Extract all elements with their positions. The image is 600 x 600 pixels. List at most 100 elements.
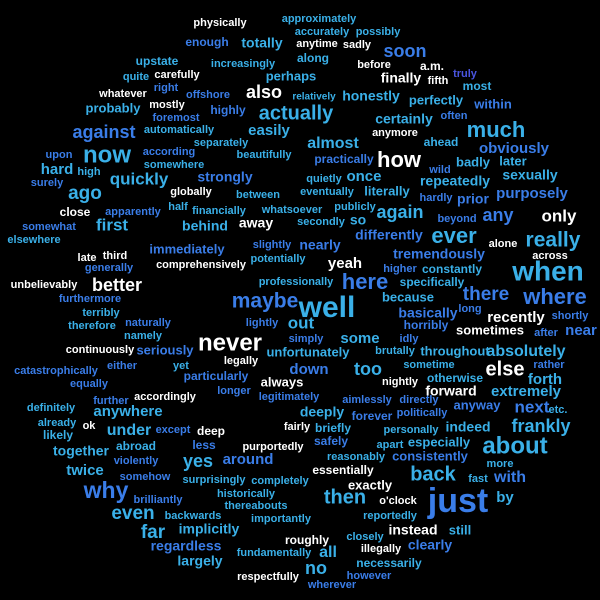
word: regardless	[151, 538, 222, 554]
word: well	[298, 291, 356, 324]
word: first	[96, 215, 128, 234]
word: right	[154, 82, 179, 94]
word: out	[288, 313, 315, 332]
word: within	[473, 96, 512, 111]
word: third	[103, 250, 127, 262]
word: honestly	[342, 88, 400, 104]
word: sadly	[343, 39, 372, 51]
word: offshore	[186, 89, 230, 101]
word: purposely	[496, 185, 568, 202]
word: twice	[66, 462, 104, 479]
word: highly	[210, 103, 246, 117]
word: else	[486, 358, 525, 380]
word: essentially	[312, 463, 374, 477]
word: after	[534, 327, 559, 339]
word: illegally	[361, 543, 402, 555]
word: eventually	[300, 186, 355, 198]
word: either	[107, 360, 138, 372]
word: then	[324, 486, 366, 508]
word: absolutely	[486, 343, 565, 360]
word: a.m.	[420, 59, 444, 73]
word: apparently	[105, 206, 162, 218]
word: generally	[85, 262, 134, 274]
word: reportedly	[363, 510, 418, 522]
word: higher	[383, 263, 417, 275]
word: so	[350, 212, 366, 228]
word: away	[239, 215, 273, 231]
word: violently	[114, 455, 160, 467]
word: consistently	[392, 448, 469, 463]
word: close	[60, 205, 91, 219]
word: no	[305, 558, 327, 578]
word: according	[143, 146, 196, 158]
word: publicly	[334, 201, 376, 213]
word: terribly	[82, 307, 120, 319]
word: down	[289, 361, 328, 378]
word: around	[223, 451, 274, 468]
word: historically	[217, 488, 276, 500]
word: briefly	[315, 421, 351, 435]
word: when	[511, 255, 584, 286]
word: between	[236, 189, 280, 201]
word: repeatedly	[420, 173, 490, 189]
word: certainly	[375, 111, 433, 127]
word: sometimes	[456, 322, 524, 337]
word: deeply	[300, 404, 345, 420]
word: forward	[425, 383, 476, 399]
word: separately	[194, 137, 249, 149]
word: implicitly	[179, 521, 240, 537]
word: roughly	[285, 533, 329, 547]
word: wild	[428, 164, 450, 176]
word: secondly	[297, 216, 346, 228]
word: now	[83, 141, 131, 168]
word: legitimately	[259, 391, 320, 403]
word: throughout	[420, 343, 490, 358]
word: somehow	[120, 471, 171, 483]
word: horribly	[404, 318, 449, 332]
word: nightly	[382, 376, 419, 388]
word: sometime	[403, 359, 454, 371]
word: sexually	[502, 167, 557, 183]
word: often	[441, 110, 468, 122]
word: elsewhere	[7, 234, 60, 246]
word: necessarily	[356, 556, 422, 570]
word: late	[78, 252, 97, 264]
word: fifth	[428, 75, 449, 87]
word: later	[499, 153, 526, 168]
word: potentially	[250, 253, 306, 265]
word: yeah	[328, 255, 362, 272]
word: catastrophically	[14, 365, 99, 377]
word: reasonably	[327, 451, 386, 463]
word: comprehensively	[156, 259, 247, 271]
word: recently	[487, 309, 545, 326]
word: completely	[251, 475, 309, 487]
word: anywhere	[93, 403, 162, 420]
word: forth	[528, 371, 562, 388]
word: badly	[456, 154, 491, 169]
word: hardly	[419, 192, 453, 204]
word: any	[482, 205, 513, 225]
word: frankly	[511, 416, 570, 436]
word: practically	[314, 152, 374, 166]
word: never	[198, 329, 262, 356]
word: much	[467, 117, 526, 142]
word: professionally	[259, 276, 334, 288]
word: somewhere	[144, 159, 205, 171]
word: anymore	[372, 127, 418, 139]
word: across	[532, 250, 567, 262]
word: surely	[31, 177, 64, 189]
word: actually	[259, 102, 334, 124]
word: closely	[346, 531, 384, 543]
word: exactly	[348, 477, 393, 492]
word: lightly	[246, 317, 279, 329]
word: brutally	[375, 345, 416, 357]
word: nearly	[299, 237, 340, 253]
word: most	[463, 79, 492, 93]
word: easily	[248, 122, 290, 139]
word: along	[297, 51, 329, 65]
word: ever	[431, 223, 477, 248]
word: longer	[217, 385, 251, 397]
word: near	[565, 322, 597, 339]
